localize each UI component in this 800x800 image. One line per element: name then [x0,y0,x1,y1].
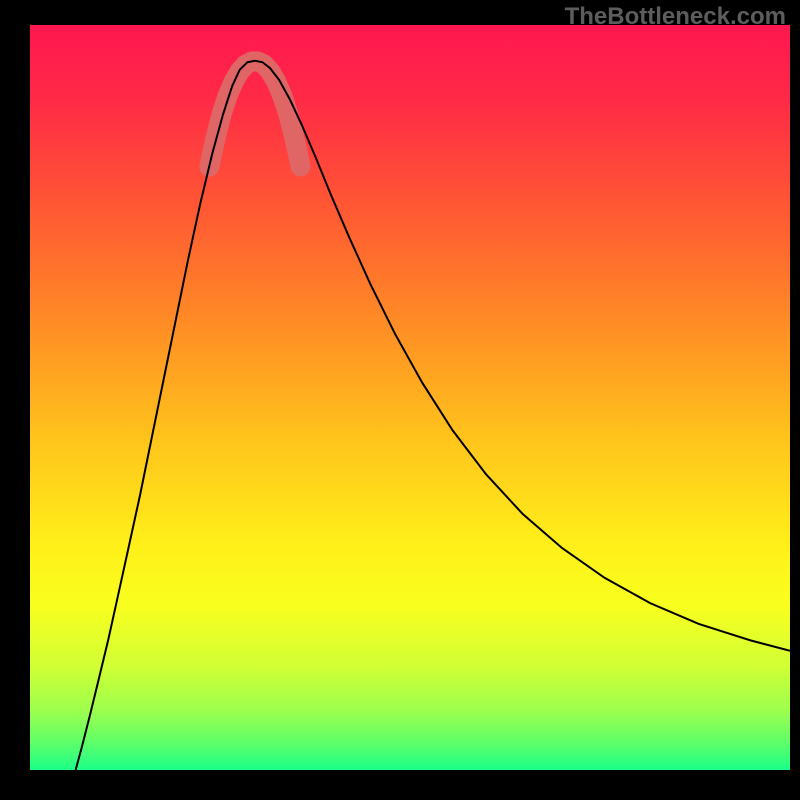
chart-background [30,25,790,770]
frame-border-right [790,0,800,800]
frame-border-left [0,0,30,800]
watermark-label: TheBottleneck.com [565,3,786,31]
bottleneck-chart [30,25,790,770]
frame-border-bottom [0,770,800,800]
